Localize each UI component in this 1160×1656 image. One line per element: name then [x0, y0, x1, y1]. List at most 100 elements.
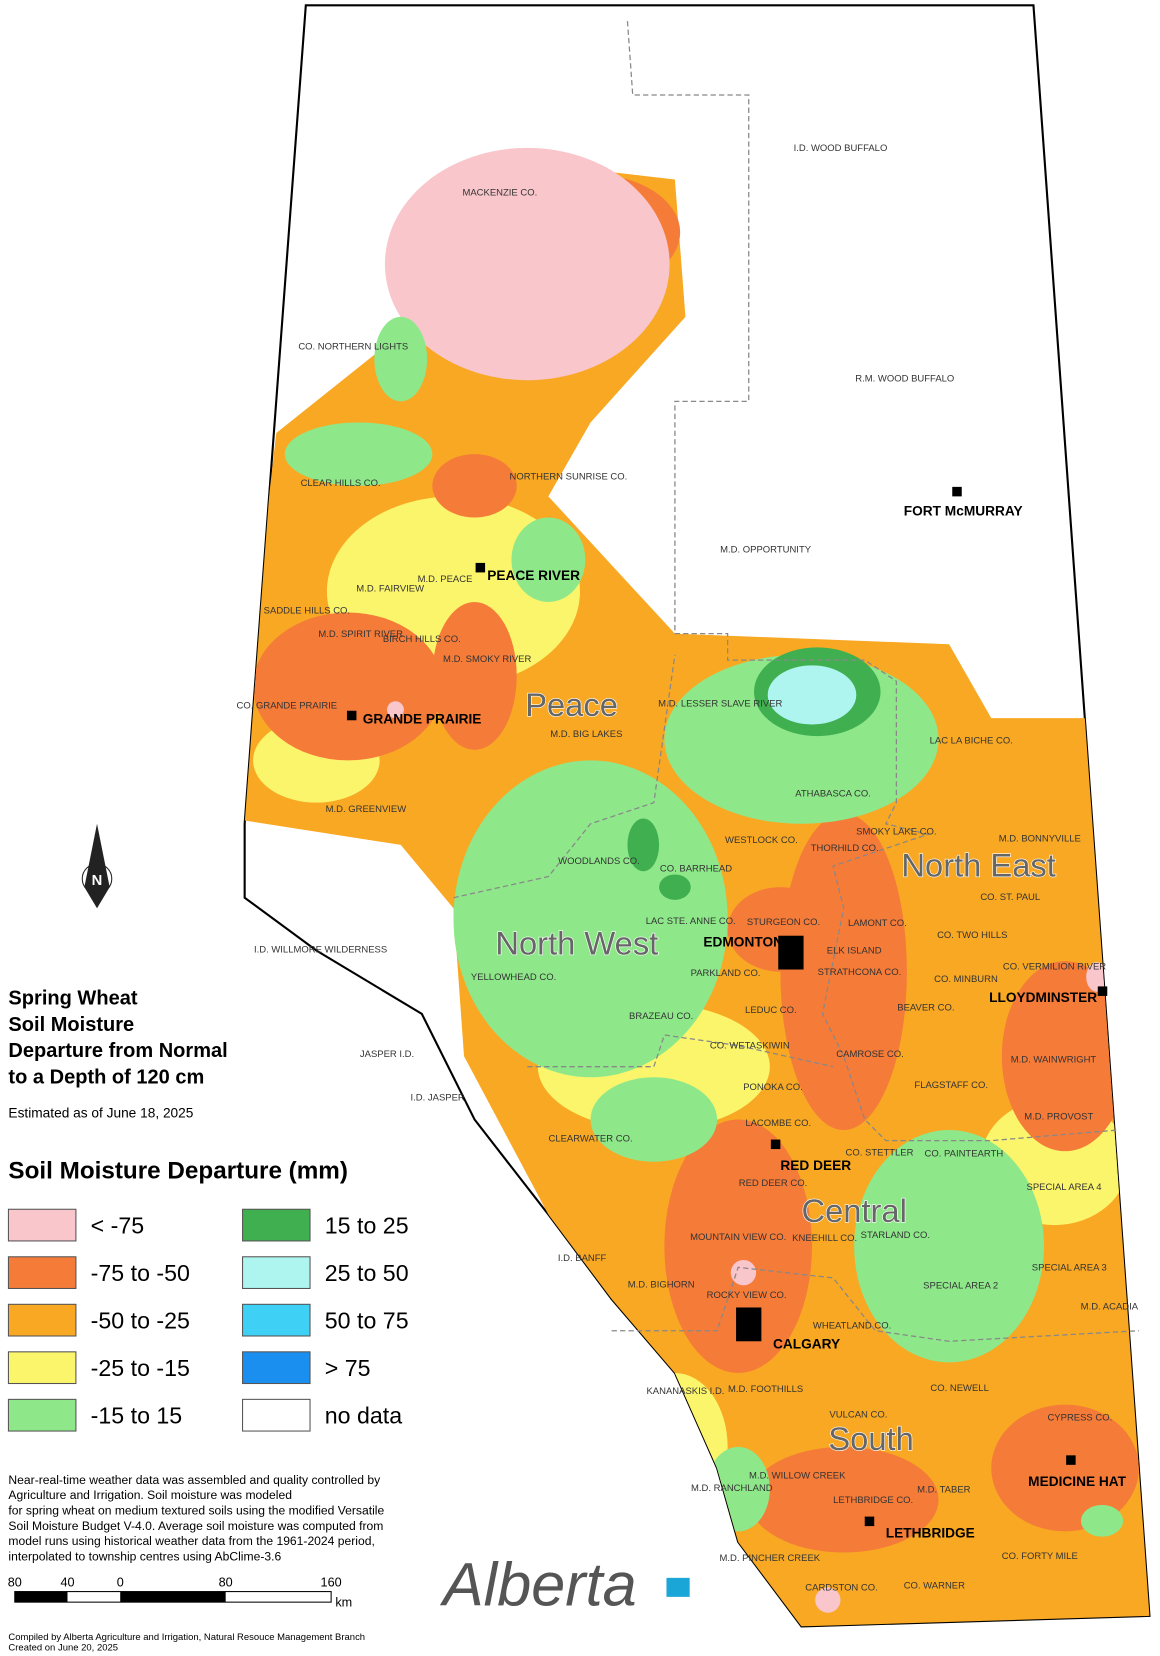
municipality-label: M.D. BIG LAKES — [550, 729, 622, 740]
zone — [664, 1119, 812, 1373]
municipality-label: PONOKA CO. — [743, 1082, 803, 1093]
moisture-surface — [244, 147, 1150, 1627]
municipality-label: THORHILD CO. — [811, 843, 879, 854]
municipality-label: M.D. TABER — [917, 1484, 971, 1495]
estimate-date: Estimated as of June 18, 2025 — [8, 1105, 193, 1120]
note-line: for spring wheat on medium textured soil… — [8, 1503, 384, 1517]
scale-tick-label: 160 — [321, 1575, 342, 1589]
municipality-label: KNEEHILL CO. — [792, 1233, 857, 1244]
note-line: Near-real-time weather data was assemble… — [8, 1473, 381, 1487]
municipality-label: YELLOWHEAD CO. — [471, 972, 556, 983]
municipality-label: BIRCH HILLS CO. — [383, 634, 461, 645]
city-label: EDMONTON — [703, 934, 783, 949]
zone — [659, 874, 691, 900]
scale-unit: km — [335, 1595, 352, 1609]
municipality-label: M.D. LESSER SLAVE RIVER — [658, 699, 782, 710]
zone — [453, 760, 728, 1078]
city-marker — [346, 710, 357, 721]
zone — [991, 1404, 1139, 1532]
municipality-label: JASPER I.D. — [360, 1049, 414, 1060]
municipality-label: CLEARWATER CO. — [548, 1134, 632, 1145]
note-line: interpolated to township centres using A… — [8, 1549, 281, 1563]
zone — [767, 665, 857, 725]
legend-swatch — [242, 1208, 311, 1242]
municipality-label: SADDLE HILLS CO. — [264, 606, 350, 617]
municipality-label: I.D. WILLMORE WILDERNESS — [254, 945, 387, 956]
municipality-label: CO. PAINTEARTH — [925, 1148, 1004, 1159]
municipality-label: SPECIAL AREA 2 — [923, 1280, 998, 1291]
municipality-label: CO. STETTLER — [846, 1147, 914, 1158]
municipality-label: LAMONT CO. — [848, 918, 907, 929]
scale-tick-label: 0 — [117, 1575, 124, 1589]
north-arrow-ring — [81, 863, 113, 895]
municipality-label: R.M. WOOD BUFFALO — [855, 373, 954, 384]
municipality-label: CARDSTON CO. — [805, 1583, 877, 1594]
city-label: PEACE RIVER — [487, 568, 580, 583]
municipality-label: I.D. WOOD BUFFALO — [794, 143, 888, 154]
legend-label: 25 to 50 — [325, 1260, 409, 1286]
city-marker — [1097, 986, 1108, 996]
zone — [590, 1077, 718, 1162]
legend-label: 50 to 75 — [325, 1308, 409, 1334]
municipality-label: CO. NEWELL — [930, 1383, 988, 1394]
legend-title: Soil Moisture Departure (mm) — [8, 1158, 348, 1185]
municipality-label: M.D. GREENVIEW — [326, 804, 407, 815]
city-label: FORT McMURRAY — [904, 503, 1023, 518]
municipality-label: M.D. WILLOW CREEK — [749, 1471, 846, 1482]
north-label: N — [92, 873, 103, 889]
municipality-label: WESTLOCK CO. — [725, 835, 798, 846]
municipality-label: BEAVER CO. — [897, 1003, 954, 1014]
note-line: Agriculture and Irrigation. Soil moistur… — [8, 1488, 292, 1502]
municipality-label: ELK ISLAND — [827, 946, 882, 957]
municipality-label: LETHBRIDGE CO. — [833, 1495, 913, 1506]
note-line: Soil Moisture Budget V-4.0. Average soil… — [8, 1519, 383, 1533]
municipality-label: M.D. ACADIA — [1081, 1302, 1139, 1313]
municipality-label: CO. MINBURN — [934, 974, 998, 985]
zone — [284, 422, 433, 486]
region-label: North East — [901, 847, 1055, 884]
municipality-label: I.D. JASPER — [411, 1092, 465, 1103]
municipality-label: BRAZEAU CO. — [629, 1011, 693, 1022]
credit-line: Compiled by Alberta Agriculture and Irri… — [8, 1632, 365, 1643]
city-marker — [1066, 1455, 1076, 1465]
municipality-label: CO. VERMILION RIVER — [1003, 962, 1106, 973]
legend-swatch — [7, 1208, 77, 1242]
municipality-label: SPECIAL AREA 4 — [1027, 1182, 1102, 1193]
zone — [748, 1446, 939, 1553]
city-marker — [475, 562, 486, 573]
zone — [1086, 962, 1108, 992]
municipality-label: VULCAN CO. — [829, 1409, 887, 1420]
logo: Alberta — [439, 1550, 637, 1618]
municipality-label: CAMROSE CO. — [836, 1049, 903, 1060]
municipality-label: SMOKY LAKE CO. — [856, 826, 936, 837]
zone — [374, 316, 428, 402]
city-marker — [770, 1139, 781, 1150]
municipality-label: ROCKY VIEW CO. — [707, 1290, 787, 1301]
zone — [815, 1587, 841, 1613]
municipality-label: CO. GRANDE PRAIRIE — [237, 701, 338, 712]
municipality-label: RED DEER CO. — [739, 1178, 807, 1189]
municipality-label: SPECIAL AREA 3 — [1032, 1263, 1107, 1274]
municipality-label: KANANASKIS I.D. — [646, 1386, 724, 1397]
zone — [627, 818, 660, 872]
title-line: Spring Wheat — [8, 987, 137, 1009]
municipality-label: M.D. PINCHER CREEK — [720, 1553, 821, 1564]
zone — [432, 454, 517, 518]
legend-label: -50 to -25 — [91, 1308, 190, 1334]
region-label: Peace — [525, 686, 618, 723]
municipality-label: WHEATLAND CO. — [813, 1321, 891, 1332]
municipality-label: M.D. FAIRVIEW — [356, 583, 424, 594]
legend-swatch — [242, 1351, 311, 1385]
city-marker — [778, 935, 804, 970]
municipality-label: LAC LA BICHE CO. — [930, 736, 1013, 747]
municipality-label: I.D. BANFF — [558, 1253, 607, 1264]
zone — [1001, 961, 1129, 1152]
city-marker — [736, 1307, 762, 1342]
municipality-label: NORTHERN SUNRISE CO. — [510, 471, 628, 482]
city-label: LETHBRIDGE — [886, 1526, 975, 1541]
legend-label: -15 to 15 — [91, 1403, 183, 1429]
municipality-label: M.D. OPPORTUNITY — [720, 544, 812, 555]
municipality-label: MACKENZIE CO. — [462, 187, 537, 198]
scale-tick-label: 80 — [219, 1575, 233, 1589]
